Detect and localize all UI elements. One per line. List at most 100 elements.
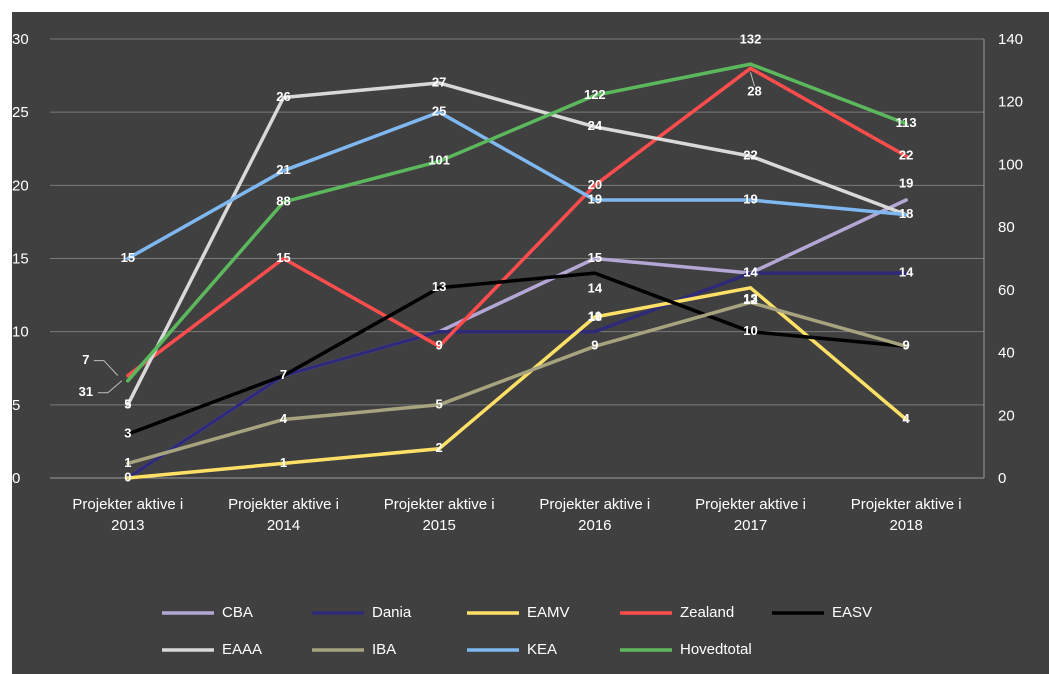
y-left-tick-label: 5 xyxy=(12,397,20,414)
data-label: 24 xyxy=(588,118,603,133)
data-label: 14 xyxy=(899,265,914,280)
y-right-tick-label: 60 xyxy=(998,282,1015,299)
series-line-iba xyxy=(126,300,908,466)
data-label: 25 xyxy=(432,104,446,119)
x-tick-label: Projekter aktive i xyxy=(72,496,183,513)
data-label: 14 xyxy=(588,281,603,296)
line-chart: 051015202530020406080100120140Projekter … xyxy=(12,31,1023,658)
data-label: 15 xyxy=(588,250,602,265)
y-left-tick-label: 30 xyxy=(12,31,29,48)
axes: 051015202530020406080100120140Projekter … xyxy=(12,31,1023,534)
y-left-tick-label: 25 xyxy=(12,104,29,121)
data-label: 9 xyxy=(436,338,443,353)
x-tick-label: 2014 xyxy=(267,517,300,534)
data-label: 19 xyxy=(899,175,913,190)
legend-label-eamv: EAMV xyxy=(527,604,570,621)
data-label: 21 xyxy=(276,162,290,177)
data-label: 14 xyxy=(743,265,758,280)
series-line-hovedtotal xyxy=(126,62,908,383)
data-label: 13 xyxy=(743,291,757,306)
data-label: 18 xyxy=(899,206,913,221)
series-line-easv xyxy=(126,271,908,436)
leader-line xyxy=(750,72,755,87)
legend-label-iba: IBA xyxy=(372,641,396,658)
legend-label-hovedtotal: Hovedtotal xyxy=(680,641,752,658)
y-right-tick-label: 100 xyxy=(998,156,1023,173)
data-label: 19 xyxy=(743,191,757,206)
x-tick-label: Projekter aktive i xyxy=(384,496,495,513)
data-label: 22 xyxy=(899,148,913,163)
y-left-tick-label: 20 xyxy=(12,177,29,194)
data-label: 31 xyxy=(79,384,93,399)
data-label: 3 xyxy=(124,426,131,441)
y-left-tick-label: 10 xyxy=(12,324,29,341)
y-right-tick-label: 80 xyxy=(998,219,1015,236)
x-tick-label: 2015 xyxy=(422,517,455,534)
y-right-tick-label: 120 xyxy=(998,94,1023,111)
data-label: 1 xyxy=(124,455,131,470)
legend-label-zealand: Zealand xyxy=(680,604,734,621)
data-label: 10 xyxy=(743,323,757,338)
data-label: 7 xyxy=(82,352,89,367)
data-label: 0 xyxy=(124,469,131,484)
legend-label-kea: KEA xyxy=(527,641,557,658)
x-tick-label: Projekter aktive i xyxy=(851,496,962,513)
y-right-tick-label: 140 xyxy=(998,31,1023,48)
data-label: 28 xyxy=(747,84,761,99)
chart-panel: 0 5 10 15 20 25 30 0 20 40 60 80 100 120 140 Projekter … xyxy=(12,12,1049,674)
data-label: 10 xyxy=(588,309,602,324)
x-tick-label: 2013 xyxy=(111,517,144,534)
data-label: 4 xyxy=(903,411,911,426)
data-label: 9 xyxy=(591,338,598,353)
legend-label-eaaa: EAAA xyxy=(222,641,262,658)
series-line-dania xyxy=(126,271,908,480)
data-label: 14 xyxy=(743,265,758,280)
data-label: 4 xyxy=(280,411,288,426)
legend: CBA Dania EAMV Zealand EASV EAAA IBA KEA Hovedto… xyxy=(162,604,872,658)
data-label: 113 xyxy=(896,115,917,130)
leader-line xyxy=(93,360,119,376)
series-line-kea xyxy=(126,110,908,261)
y-left-tick-label: 0 xyxy=(12,470,20,487)
data-label: 11 xyxy=(588,308,602,323)
data-label: 19 xyxy=(588,191,602,206)
data-label: 5 xyxy=(436,396,443,411)
data-label: 15 xyxy=(276,250,290,265)
x-tick-label: 2018 xyxy=(889,517,922,534)
data-label: 101 xyxy=(428,153,450,168)
y-right-tick-label: 40 xyxy=(998,345,1015,362)
x-tick-label: Projekter aktive i xyxy=(539,496,650,513)
data-label: 1 xyxy=(280,455,287,470)
data-label: 88 xyxy=(276,193,290,208)
series-line-eamv xyxy=(126,286,908,480)
data-label: 22 xyxy=(743,148,757,163)
series-line-eaaa xyxy=(126,81,908,407)
y-right-tick-label: 20 xyxy=(998,407,1015,424)
legend-label-cba: CBA xyxy=(222,604,253,621)
x-tick-label: 2017 xyxy=(734,517,767,534)
series-line-zealand xyxy=(126,66,908,378)
leader-line xyxy=(97,380,123,394)
data-label: 27 xyxy=(432,74,446,89)
x-tick-label: Projekter aktive i xyxy=(228,496,339,513)
x-tick-label: 2016 xyxy=(578,517,611,534)
y-right-tick-label: 0 xyxy=(998,470,1006,487)
y-left-tick-label: 15 xyxy=(12,251,29,268)
data-label: 5 xyxy=(124,396,131,411)
legend-label-easv: EASV xyxy=(832,604,872,621)
data-label: 9 xyxy=(903,338,910,353)
series-line-cba xyxy=(126,198,908,480)
data-label: 132 xyxy=(740,32,762,47)
data-label: 26 xyxy=(276,89,290,104)
data-label: 2 xyxy=(436,440,443,455)
x-tick-label: Projekter aktive i xyxy=(695,496,806,513)
data-label: 13 xyxy=(432,279,446,294)
series-lines xyxy=(126,62,908,480)
data-label: 12 xyxy=(743,292,757,307)
legend-label-dania: Dania xyxy=(372,604,412,621)
data-label: 122 xyxy=(584,87,606,102)
data-label: 7 xyxy=(280,367,287,382)
data-label: 20 xyxy=(588,177,602,192)
data-label: 15 xyxy=(121,250,135,265)
